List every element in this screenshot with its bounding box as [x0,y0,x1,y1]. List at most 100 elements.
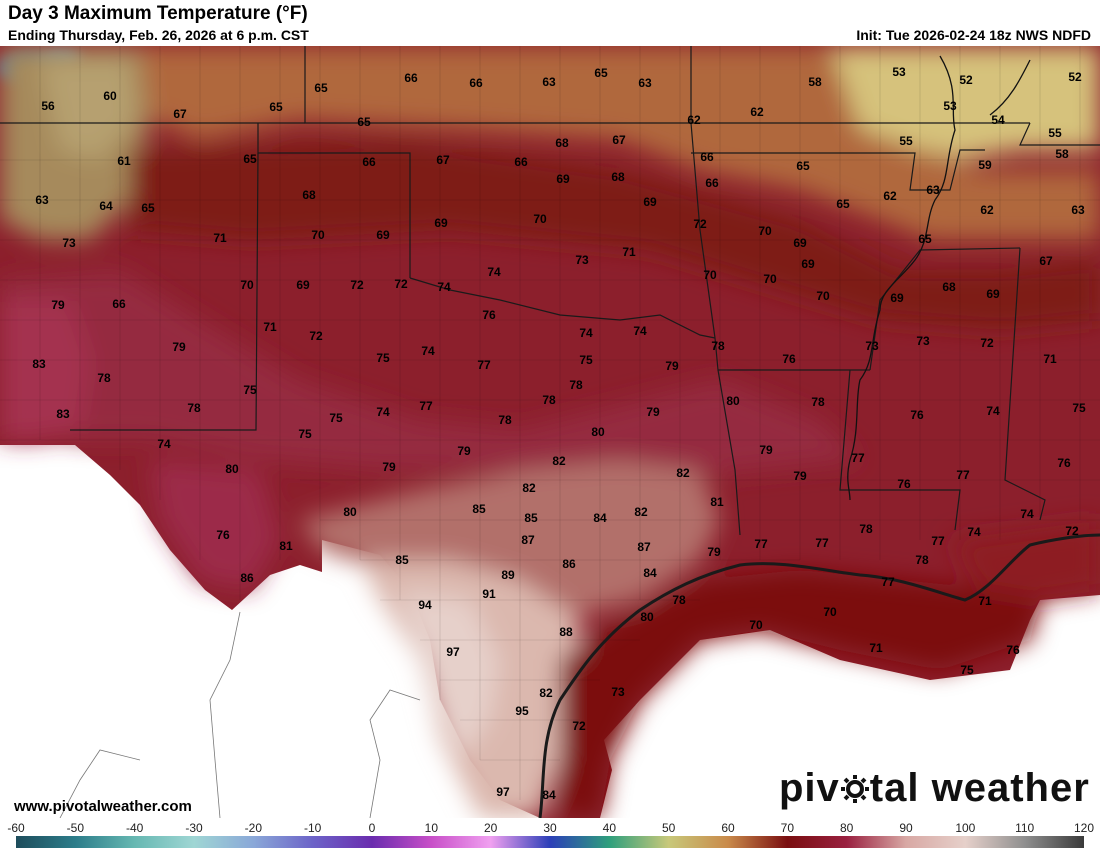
colorbar-tick-label: -40 [126,821,144,835]
temp-label: 82 [552,454,566,468]
temp-label: 74 [1020,507,1034,521]
temp-label: 62 [750,105,764,119]
temp-label: 66 [469,76,483,90]
temp-label: 89 [501,568,515,582]
temp-label: 60 [103,89,117,103]
gulf-coastline [538,533,1100,818]
temp-label: 78 [542,393,556,407]
temp-label: 88 [559,625,573,639]
temp-label: 78 [97,371,111,385]
temp-label: 77 [419,399,433,413]
temp-label: 72 [350,278,364,292]
rivers [847,55,1031,501]
temp-label: 63 [1071,203,1085,217]
temp-label: 68 [302,188,316,202]
temp-label: 78 [498,413,512,427]
temp-label: 65 [141,201,155,215]
temp-label: 74 [157,437,171,451]
temp-label: 75 [329,411,343,425]
colorbar-tick-label: 120 [1074,821,1094,835]
temp-label: 79 [457,444,471,458]
temp-label: 58 [1055,147,1069,161]
temp-label: 73 [611,685,625,699]
temp-label: 63 [35,193,49,207]
temp-label: 79 [646,405,660,419]
temp-label: 65 [357,115,371,129]
brand-text-left: piv [779,766,840,810]
temp-label: 69 [643,195,657,209]
temp-label: 52 [959,73,973,87]
temp-label: 78 [569,378,583,392]
temp-label: 65 [918,232,932,246]
temp-label: 59 [978,158,992,172]
temp-label: 72 [1065,524,1079,538]
temp-label: 82 [539,686,553,700]
colorbar-tick-label: 80 [840,821,854,835]
temp-label: 63 [926,183,940,197]
colorbar-tick-label: 90 [899,821,913,835]
temp-label: 94 [418,598,432,612]
temp-label: 67 [612,133,626,147]
temp-label: 97 [496,785,510,799]
mexico-borders [59,611,421,818]
temp-label: 69 [434,216,448,230]
temp-label: 58 [808,75,822,89]
temp-label: 70 [703,268,717,282]
temp-label: 70 [763,272,777,286]
temp-label: 84 [593,511,607,525]
colorbar-tick-label: -20 [245,821,263,835]
temp-label: 72 [309,329,323,343]
temp-label: 54 [991,113,1005,127]
colorbar-tick-label: 20 [484,821,498,835]
temp-label: 75 [243,383,257,397]
temp-label: 74 [376,405,390,419]
temp-label: 86 [562,557,576,571]
colorbar-tick-label: 70 [781,821,795,835]
temp-label: 68 [611,170,625,184]
temp-label: 73 [916,334,930,348]
temp-label: 91 [482,587,496,601]
temp-label: 75 [579,353,593,367]
temp-label: 67 [173,107,187,121]
temp-label: 71 [213,231,227,245]
pivotal-weather-logo: piv tal weather [779,766,1090,811]
temp-label: 69 [556,172,570,186]
sun-gear-icon [840,775,869,803]
temp-label: 70 [816,289,830,303]
brand-text-right: tal weather [869,766,1090,810]
temp-label: 78 [811,395,825,409]
temp-label: 74 [579,326,593,340]
temp-label: 68 [942,280,956,294]
temp-label: 70 [240,278,254,292]
colorbar-tick-label: 10 [425,821,439,835]
temp-label: 77 [956,468,970,482]
temp-label: 74 [633,324,647,338]
temp-label: 67 [1039,254,1053,268]
temp-label: 72 [394,277,408,291]
temp-label: 76 [910,408,924,422]
temp-label: 81 [710,495,724,509]
temp-label: 73 [575,253,589,267]
temp-label: 55 [1048,126,1062,140]
temp-label: 80 [225,462,239,476]
temp-label: 74 [421,344,435,358]
temp-label: 77 [851,451,865,465]
temp-label: 84 [542,788,556,802]
temp-label: 77 [815,536,829,550]
temp-label: 65 [796,159,810,173]
temp-label: 74 [487,265,501,279]
colorbar-svg: -60 -50 -40 -30 -20 -10 0 10 20 30 40 50 60 70 80 90 100… [7,821,1094,848]
valid-time: Ending Thursday, Feb. 26, 2026 at 6 p.m.… [8,27,309,43]
temp-label: 76 [482,308,496,322]
colorbar-tick-label: -10 [304,821,322,835]
temp-label: 75 [960,663,974,677]
temp-label: 66 [112,297,126,311]
temp-label: 68 [555,136,569,150]
website-link[interactable]: www.pivotalweather.com [14,798,192,815]
temp-label: 63 [542,75,556,89]
temp-label: 64 [99,199,113,213]
temperature-field [0,46,1100,818]
temp-label: 66 [700,150,714,164]
temp-label: 65 [314,81,328,95]
temp-label: 79 [707,545,721,559]
